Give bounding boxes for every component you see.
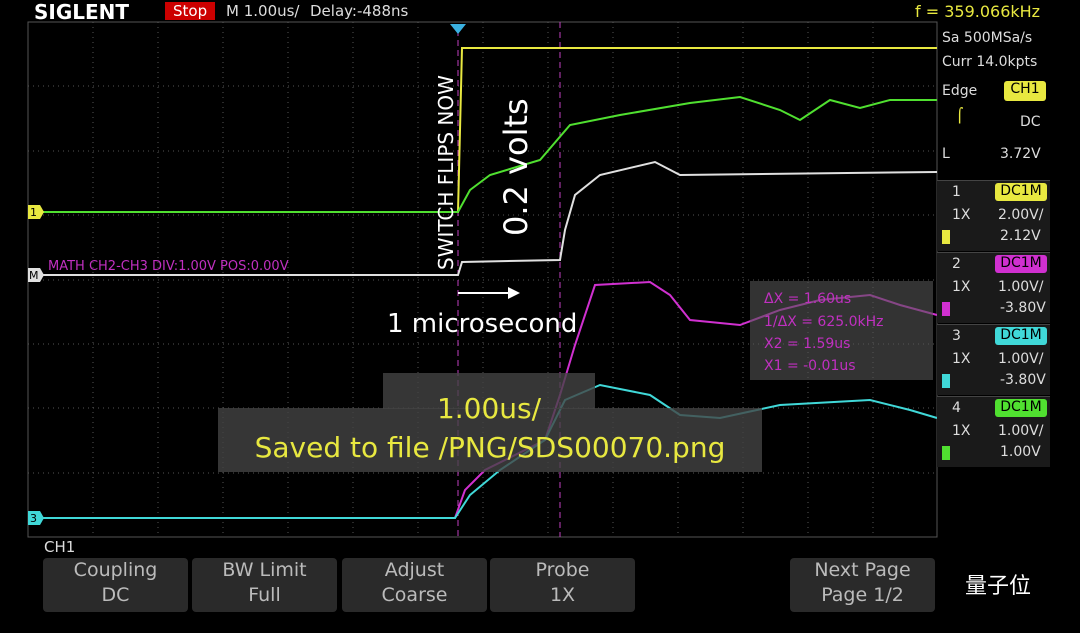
marker-ch3 [28,511,44,525]
annotation: 0.2 volts [497,98,535,236]
cursor-readout: ΔX = 1.60us [764,291,851,307]
channel-probe: 1X [952,423,971,439]
edge-icon: ⌠ [956,108,964,124]
message-box-top [383,373,595,409]
channel-indicator [942,374,950,388]
menu-label: Coupling [73,559,158,581]
cursor-readout: 1/ΔX = 625.0kHz [764,314,884,330]
trigger-marker [450,24,466,34]
trigger-coupling: DC [1020,114,1041,130]
math-label: MATH CH2-CH3 DIV:1.00V POS:0.00V [48,259,289,274]
menu-value: Full [248,584,281,606]
channel-number: 4 [952,400,961,416]
arrow-head [508,287,520,299]
channel-indicator [942,446,950,460]
menu-button[interactable]: Probe 1X [490,558,635,612]
marker-label: 3 [30,512,37,525]
brand: SIGLENT [34,0,130,24]
channel-probe: 1X [952,351,971,367]
channel-offset: -3.80V [1000,372,1046,388]
channel-offset: 1.00V [1000,444,1041,460]
timebase: M 1.00us/ [226,2,300,20]
channel-offset: 2.12V [1000,228,1041,244]
delay: Delay:-488ns [310,2,409,20]
channel-offset: -3.80V [1000,300,1046,316]
marker-label: M [29,269,39,282]
trace-math [28,160,938,276]
trigger-level-label: L [942,146,950,162]
menu-value: 1X [549,584,576,606]
marker-math [28,268,44,282]
menu-label: Adjust [384,559,445,581]
message-saved: Saved to file /PNG/SDS00070.png [255,431,726,464]
channel-indicator [942,230,950,244]
message-box [218,408,762,472]
status: Stop [165,2,216,20]
channel-number: 1 [952,184,961,200]
channel-probe: 1X [952,207,971,223]
cursor-readout: X1 = -0.01us [764,358,856,374]
sample-rate: Sa 500MSa/s [942,30,1033,46]
marker-label: 1 [30,206,37,219]
cursor-box [750,281,933,380]
channel-scale: 1.00V/ [998,279,1044,295]
trigger-level: 3.72V [1000,146,1041,162]
channel-coupling: DC1M [995,399,1047,417]
menu-label: Probe [535,559,590,581]
menu-value: Page 1/2 [821,584,904,606]
menu-value: Coarse [381,584,448,606]
channel-scale: 1.00V/ [998,423,1044,439]
annotation: SWITCH FLIPS NOW [434,75,458,270]
active-channel: CH1 [44,538,76,556]
trace-ch4 [28,95,937,213]
channel-coupling: DC1M [995,183,1047,201]
memory-depth: Curr 14.0kpts [942,54,1038,70]
channel-scale: 1.00V/ [998,351,1044,367]
channel-coupling: DC1M [995,327,1047,345]
menu-label: BW Limit [222,559,307,581]
annotation: 1 microsecond [387,309,577,339]
watermark: 量子位 [965,574,1032,599]
channel-scale: 2.00V/ [998,207,1044,223]
trigger-source: CH1 [1004,81,1046,101]
menu-button[interactable]: Next Page Page 1/2 [790,558,935,612]
channel-number: 3 [952,328,961,344]
cursor-readout: X2 = 1.59us [764,336,850,352]
trigger-type: Edge [942,83,978,99]
frequency: f = 359.066kHz [915,2,1041,21]
menu-value: DC [101,584,130,606]
channel-indicator [942,302,950,316]
grid [28,22,937,537]
marker-ch1 [28,205,44,219]
message-timebase: 1.00us/ [437,392,542,425]
menu-button[interactable]: Coupling DC [43,558,188,612]
menu-button[interactable]: BW Limit Full [192,558,337,612]
channel-number: 2 [952,256,961,272]
trace-ch3 [28,383,938,519]
channel-coupling: DC1M [995,255,1047,273]
channel-probe: 1X [952,279,971,295]
menu-button[interactable]: Adjust Coarse [342,558,487,612]
menu-label: Next Page [814,559,911,581]
